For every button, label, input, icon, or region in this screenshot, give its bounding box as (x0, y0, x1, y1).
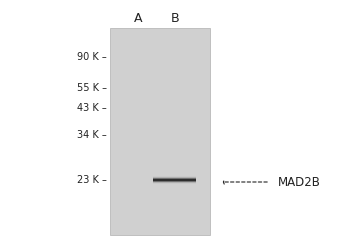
Text: A: A (134, 12, 142, 24)
Bar (153, 177, 196, 178)
Bar (153, 182, 196, 183)
Text: 43 K –: 43 K – (77, 103, 107, 113)
Text: 34 K –: 34 K – (77, 130, 107, 140)
Text: B: B (171, 12, 179, 24)
Text: 90 K –: 90 K – (77, 52, 107, 62)
Bar (153, 179, 196, 180)
Text: 55 K –: 55 K – (77, 83, 107, 93)
Text: 23 K –: 23 K – (77, 175, 107, 185)
Bar (153, 181, 196, 182)
Bar (110, 28, 210, 235)
Bar (153, 176, 196, 177)
Bar (153, 178, 196, 179)
Text: MAD2B: MAD2B (278, 175, 321, 188)
Bar (153, 180, 196, 181)
Bar (153, 183, 196, 184)
